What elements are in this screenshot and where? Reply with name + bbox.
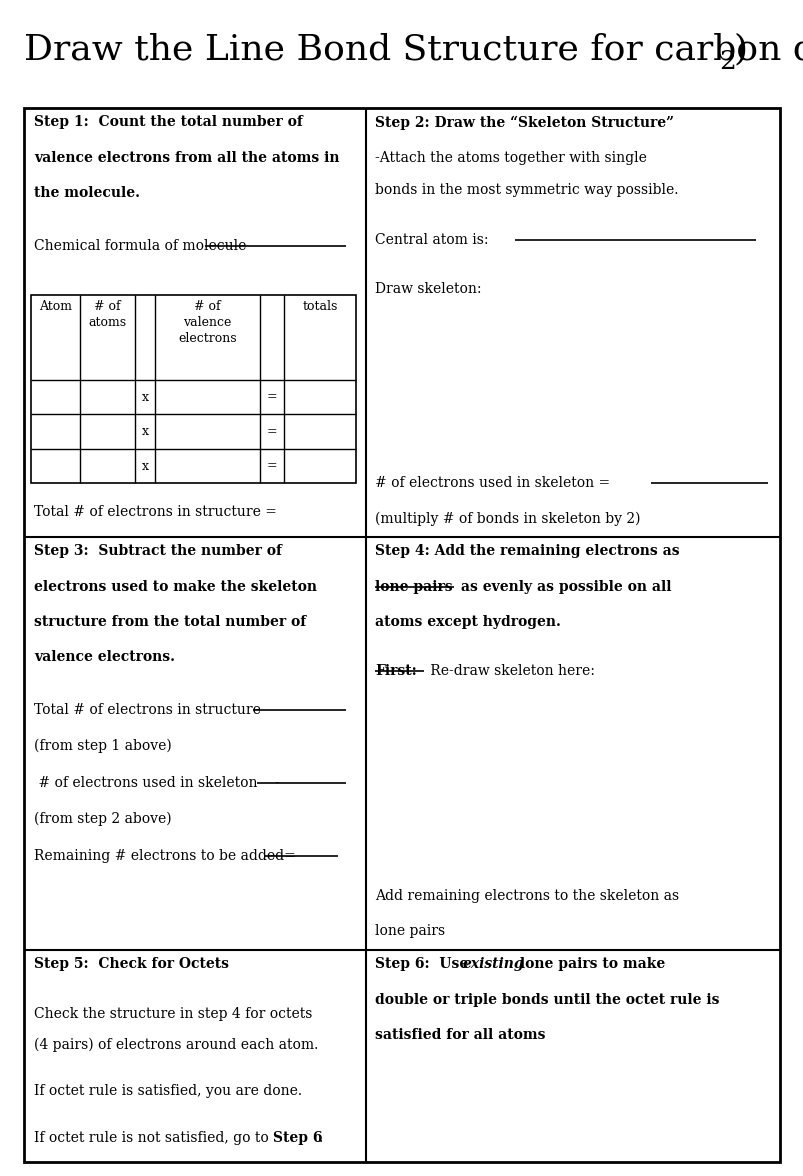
Text: double or triple bonds until the octet rule is: double or triple bonds until the octet r… [375, 993, 719, 1007]
Text: Step 4: Add the remaining electrons as: Step 4: Add the remaining electrons as [375, 544, 679, 559]
Text: -Attach the atoms together with single: -Attach the atoms together with single [375, 151, 646, 165]
Text: x: x [141, 390, 149, 403]
Text: the molecule.: the molecule. [34, 186, 140, 200]
Text: lone pairs to make: lone pairs to make [515, 957, 665, 971]
Text: Atom: Atom [39, 300, 72, 313]
Text: # of electrons used in skeleton =: # of electrons used in skeleton = [375, 476, 609, 490]
Text: .: . [318, 1131, 322, 1145]
Text: Step 3:  Subtract the number of: Step 3: Subtract the number of [34, 544, 281, 559]
Text: Total # of electrons in structure: Total # of electrons in structure [34, 703, 260, 717]
Text: First:: First: [375, 664, 417, 679]
Text: electrons used to make the skeleton: electrons used to make the skeleton [34, 580, 316, 594]
Text: (4 pairs) of electrons around each atom.: (4 pairs) of electrons around each atom. [34, 1037, 318, 1051]
Text: valence electrons from all the atoms in: valence electrons from all the atoms in [34, 151, 339, 165]
Text: Chemical formula of molecule: Chemical formula of molecule [34, 239, 246, 253]
Text: If octet rule is not satisfied, go to: If octet rule is not satisfied, go to [34, 1131, 272, 1145]
Text: (from step 1 above): (from step 1 above) [34, 739, 171, 753]
Text: =: = [266, 425, 277, 439]
Text: # of
valence
electrons: # of valence electrons [178, 300, 236, 345]
Text: x: x [141, 425, 149, 439]
Text: atoms except hydrogen.: atoms except hydrogen. [375, 615, 560, 629]
Text: (multiply # of bonds in skeleton by 2): (multiply # of bonds in skeleton by 2) [375, 512, 640, 526]
Text: Step 6: Step 6 [272, 1131, 322, 1145]
Text: lone pairs: lone pairs [375, 580, 453, 594]
Text: Draw skeleton:: Draw skeleton: [375, 282, 481, 296]
Text: Step 6:  Use: Step 6: Use [375, 957, 473, 971]
Text: (from step 2 above): (from step 2 above) [34, 811, 171, 826]
Text: totals: totals [302, 300, 337, 313]
Text: valence electrons.: valence electrons. [34, 650, 174, 664]
Text: x: x [141, 460, 149, 473]
Text: # of electrons used in skeleton    -: # of electrons used in skeleton - [34, 776, 279, 790]
Text: satisfied for all atoms: satisfied for all atoms [375, 1028, 545, 1042]
Bar [24, 108, 779, 1162]
Text: =: = [266, 390, 277, 403]
Text: Central atom is:: Central atom is: [375, 233, 488, 247]
Text: Add remaining electrons to the skeleton as: Add remaining electrons to the skeleton … [375, 889, 679, 903]
Text: =: = [266, 460, 277, 473]
Text: Draw the Line Bond Structure for carbon disulfide (CS: Draw the Line Bond Structure for carbon … [24, 33, 803, 67]
Text: ): ) [732, 33, 747, 67]
Text: Step 5:  Check for Octets: Step 5: Check for Octets [34, 957, 229, 971]
Text: Step 2: Draw the “Skeleton Structure”: Step 2: Draw the “Skeleton Structure” [375, 115, 674, 129]
Text: Check the structure in step 4 for octets: Check the structure in step 4 for octets [34, 1007, 312, 1021]
Text: existing: existing [462, 957, 524, 971]
Text: # of
atoms: # of atoms [88, 300, 127, 329]
Text: bonds in the most symmetric way possible.: bonds in the most symmetric way possible… [375, 183, 678, 198]
Bar [31, 295, 356, 483]
Text: lone pairs: lone pairs [375, 924, 445, 938]
Text: Remaining # electrons to be added=: Remaining # electrons to be added= [34, 849, 296, 863]
Text: If octet rule is satisfied, you are done.: If octet rule is satisfied, you are done… [34, 1084, 301, 1098]
Text: structure from the total number of: structure from the total number of [34, 615, 306, 629]
Text: Step 1:  Count the total number of: Step 1: Count the total number of [34, 115, 302, 129]
Text: Re-draw skeleton here:: Re-draw skeleton here: [426, 664, 594, 679]
Text: as evenly as possible on all: as evenly as possible on all [455, 580, 671, 594]
Text: Total # of electrons in structure =: Total # of electrons in structure = [34, 505, 276, 519]
Text: 2: 2 [719, 49, 736, 74]
